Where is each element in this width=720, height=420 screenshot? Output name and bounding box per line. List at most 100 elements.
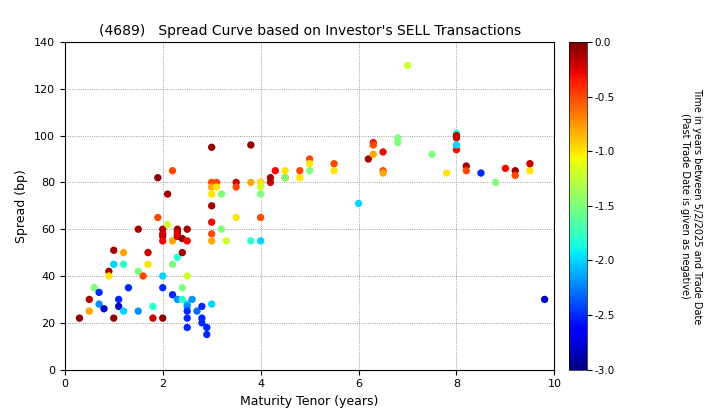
Point [171, 228, 183, 235]
Point [157, 273, 168, 279]
Point [108, 261, 120, 268]
Point [192, 308, 203, 315]
Point [206, 301, 217, 307]
Point [255, 238, 266, 244]
Point [122, 284, 134, 291]
Point [206, 184, 217, 190]
Y-axis label: Time in years between 5/2/2025 and Trade Date
(Past Trade Date is given as negat: Time in years between 5/2/2025 and Trade… [680, 88, 702, 324]
Point [265, 174, 276, 181]
Point [157, 238, 168, 244]
Point [539, 296, 550, 303]
Point [171, 226, 183, 233]
Point [171, 296, 183, 303]
Point [176, 249, 188, 256]
Point [206, 219, 217, 226]
Point [157, 284, 168, 291]
Point [245, 142, 256, 148]
Point [196, 303, 207, 310]
Point [181, 238, 193, 244]
Point [196, 315, 207, 321]
Point [377, 170, 389, 176]
Point [118, 249, 130, 256]
Point [132, 268, 144, 275]
Point [89, 284, 100, 291]
Point [171, 233, 183, 239]
Point [279, 167, 291, 174]
Point [98, 305, 109, 312]
Point [392, 134, 403, 141]
Point [132, 308, 144, 315]
Point [475, 170, 487, 176]
Point [171, 233, 183, 239]
Point [181, 301, 193, 307]
Point [143, 249, 154, 256]
Point [181, 226, 193, 233]
Point [461, 167, 472, 174]
Point [152, 174, 163, 181]
Point [245, 238, 256, 244]
Point [118, 308, 130, 315]
Point [279, 174, 291, 181]
Point [367, 139, 379, 146]
Point [490, 179, 501, 186]
Point [157, 231, 168, 237]
Point [328, 167, 340, 174]
Point [181, 308, 193, 315]
Point [73, 315, 85, 321]
Point [103, 268, 114, 275]
Point [245, 179, 256, 186]
Point [181, 324, 193, 331]
Point [143, 261, 154, 268]
Point [220, 238, 232, 244]
Point [167, 261, 179, 268]
Point [426, 151, 438, 158]
Point [206, 191, 217, 197]
Point [108, 315, 120, 321]
Point [206, 179, 217, 186]
Point [138, 273, 149, 279]
Point [451, 132, 462, 139]
Point [451, 142, 462, 148]
Point [113, 296, 125, 303]
Point [103, 273, 114, 279]
Point [181, 315, 193, 321]
Point [94, 301, 105, 307]
Point [216, 226, 228, 233]
Point [167, 291, 179, 298]
Point [181, 303, 193, 310]
Point [328, 160, 340, 167]
Point [294, 167, 305, 174]
Point [162, 221, 174, 228]
Point [524, 167, 536, 174]
Point [216, 191, 228, 197]
Point [363, 156, 374, 163]
Point [84, 308, 95, 315]
Title: (4689)   Spread Curve based on Investor's SELL Transactions: (4689) Spread Curve based on Investor's … [99, 24, 521, 38]
Point [113, 303, 125, 310]
Point [211, 179, 222, 186]
Point [147, 315, 158, 321]
Point [510, 167, 521, 174]
Point [304, 167, 315, 174]
Point [157, 315, 168, 321]
Point [265, 179, 276, 186]
Point [255, 179, 266, 186]
Point [500, 165, 511, 172]
Point [377, 149, 389, 155]
Point [196, 320, 207, 326]
Point [255, 179, 266, 186]
Point [157, 233, 168, 239]
Point [392, 139, 403, 146]
Point [157, 226, 168, 233]
Point [206, 231, 217, 237]
Point [118, 261, 130, 268]
Point [402, 62, 413, 69]
Point [206, 238, 217, 244]
Point [255, 214, 266, 221]
Point [294, 174, 305, 181]
Point [132, 226, 144, 233]
Point [279, 174, 291, 181]
Point [181, 273, 193, 279]
Point [353, 200, 364, 207]
Point [230, 179, 242, 186]
